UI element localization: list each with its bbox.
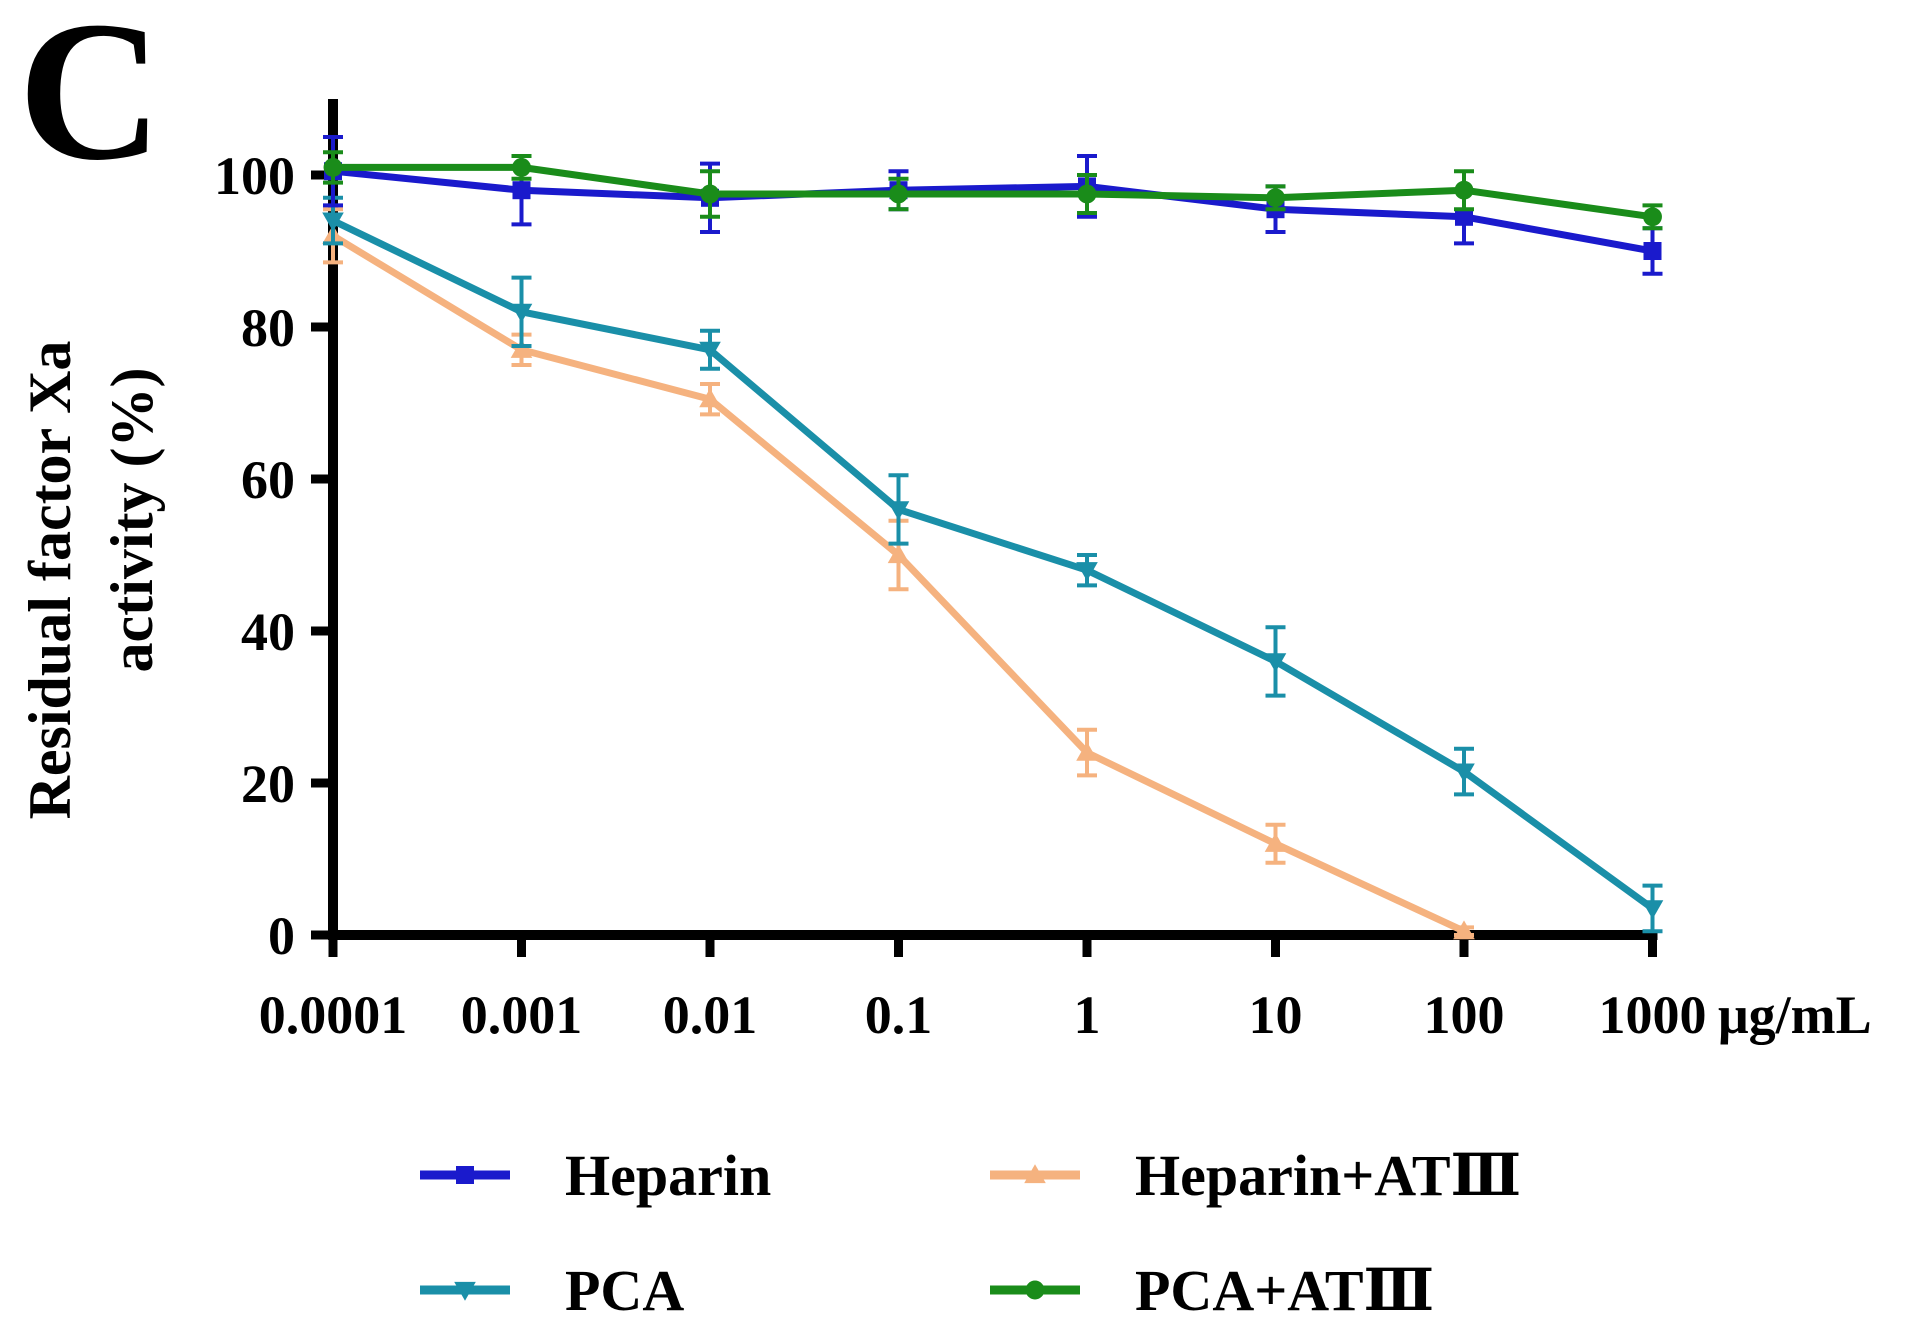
series-Heparin+ATⅢ bbox=[322, 207, 1475, 940]
data-point-marker bbox=[1641, 900, 1664, 920]
y-tick-label: 20 bbox=[241, 754, 295, 814]
data-point-marker bbox=[510, 339, 533, 358]
data-point-marker bbox=[454, 1281, 476, 1301]
data-point-marker bbox=[887, 501, 910, 521]
data-point-marker bbox=[1453, 920, 1475, 940]
x-tick-label: 10 bbox=[1249, 985, 1303, 1045]
series-PCA bbox=[322, 195, 1664, 934]
y-tick-label: 0 bbox=[268, 906, 295, 966]
data-point-marker bbox=[1076, 562, 1098, 581]
x-axis-unit-label: μg/mL bbox=[1718, 985, 1872, 1045]
y-tick-label: 60 bbox=[241, 450, 295, 510]
x-tick-label: 1000 bbox=[1599, 985, 1707, 1045]
data-point-marker bbox=[699, 341, 721, 361]
legend-item: Heparin bbox=[420, 1143, 771, 1208]
data-point-marker bbox=[1643, 207, 1662, 227]
x-tick-label: 0.1 bbox=[865, 985, 933, 1045]
legend-label: Heparin bbox=[565, 1143, 771, 1208]
data-point-marker bbox=[887, 544, 910, 564]
y-axis-title-line2: activity (%) bbox=[99, 368, 165, 673]
data-point-marker bbox=[510, 303, 533, 323]
x-tick-label: 1 bbox=[1074, 985, 1101, 1045]
legend-label: Heparin+ATⅢ bbox=[1135, 1143, 1521, 1208]
data-point-marker bbox=[1076, 741, 1098, 761]
data-point-marker bbox=[699, 388, 721, 408]
data-point-marker bbox=[1453, 763, 1475, 783]
x-tick-label: 0.001 bbox=[461, 985, 583, 1045]
data-point-marker bbox=[1025, 1280, 1045, 1300]
data-point-marker bbox=[456, 1166, 474, 1184]
data-point-marker bbox=[1264, 833, 1287, 852]
x-tick-label: 0.0001 bbox=[259, 985, 408, 1045]
data-point-marker bbox=[323, 157, 343, 177]
data-point-marker bbox=[1264, 653, 1287, 673]
plot-series bbox=[322, 135, 1664, 940]
y-axis-title: Residual factor Xa activity (%) bbox=[17, 341, 165, 820]
legend-label: PCA bbox=[565, 1258, 684, 1323]
data-point-marker bbox=[889, 184, 908, 204]
data-point-marker bbox=[1643, 242, 1662, 260]
data-point-marker bbox=[512, 181, 531, 200]
legend-item: PCA bbox=[420, 1258, 684, 1323]
legend: Heparin Heparin+ATⅢ PCA PCA+ATⅢ bbox=[420, 1143, 1521, 1323]
data-point-marker bbox=[1024, 1164, 1046, 1184]
series-line bbox=[333, 163, 1653, 221]
y-tick-label: 40 bbox=[241, 602, 295, 662]
y-tick-label: 80 bbox=[241, 298, 295, 358]
series-line bbox=[332, 167, 1654, 255]
data-point-marker bbox=[322, 212, 344, 232]
data-point-marker bbox=[512, 157, 531, 177]
data-point-marker bbox=[1077, 184, 1097, 204]
legend-item: Heparin+ATⅢ bbox=[990, 1143, 1521, 1208]
data-point-marker bbox=[1266, 188, 1285, 208]
legend-label: PCA+ATⅢ bbox=[1135, 1258, 1434, 1323]
x-axis-ticks: 0.0001 0.001 0.01 0.1 1 10 100 1000 bbox=[259, 935, 1707, 1045]
series-line bbox=[331, 217, 1655, 912]
y-axis-title-line1: Residual factor Xa bbox=[17, 341, 83, 820]
data-point-marker bbox=[700, 184, 720, 204]
y-axis-ticks: 0 20 40 60 80 100 bbox=[214, 146, 333, 966]
series-PCA+ATⅢ bbox=[323, 150, 1663, 231]
x-tick-label: 0.01 bbox=[663, 985, 758, 1045]
data-point-marker bbox=[1454, 180, 1474, 200]
legend-item: PCA+ATⅢ bbox=[990, 1258, 1434, 1323]
x-tick-label: 100 bbox=[1424, 985, 1505, 1045]
panel-label: C bbox=[18, 0, 162, 202]
data-point-marker bbox=[1455, 207, 1473, 226]
y-tick-label: 100 bbox=[214, 146, 295, 206]
